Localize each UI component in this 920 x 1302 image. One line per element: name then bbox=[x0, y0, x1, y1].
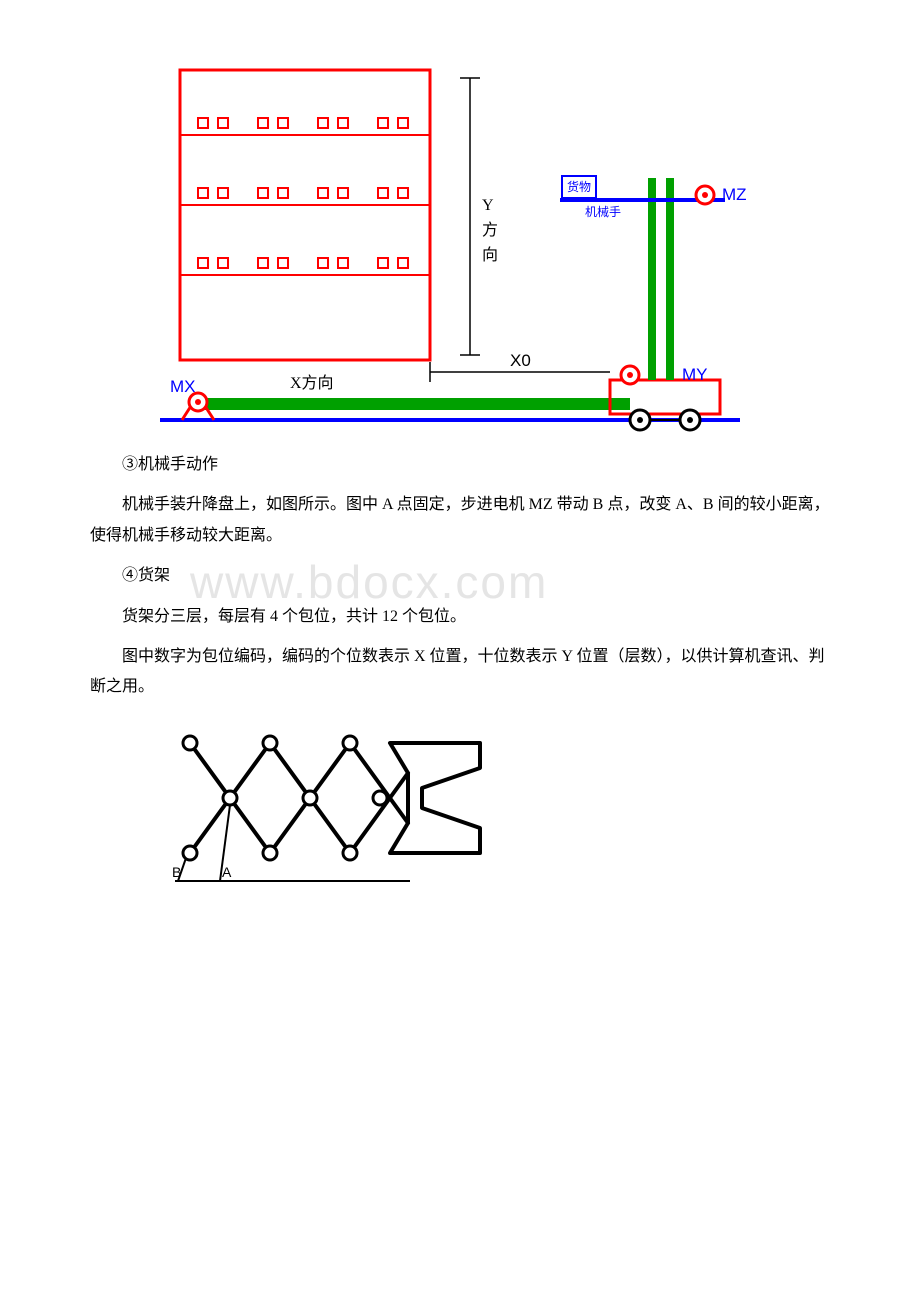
label-a: A bbox=[222, 864, 232, 880]
scissor-hand-diagram: B A bbox=[150, 713, 490, 913]
shelf-outline bbox=[180, 70, 430, 360]
xdir-label: X方向 bbox=[290, 374, 334, 392]
warehouse-svg: 货物 机械手 MZ MY MX X0 X方向 Y 方 向 bbox=[130, 60, 770, 440]
ydir-1: 方 bbox=[482, 221, 498, 239]
mz-label: MZ bbox=[722, 185, 747, 204]
my-pulley-dot bbox=[627, 372, 633, 378]
track-bar bbox=[200, 398, 630, 410]
label-b: B bbox=[172, 864, 181, 880]
para-4-title: ④货架 bbox=[90, 561, 830, 591]
para-3-body: 机械手装升降盘上，如图所示。图中 A 点固定，步进电机 MZ 带动 B 点，改变… bbox=[90, 490, 830, 551]
mz-pulley-dot bbox=[702, 192, 708, 198]
cargo-label: 货物 bbox=[567, 179, 591, 194]
gripper bbox=[390, 743, 480, 853]
my-label: MY bbox=[682, 365, 708, 384]
para-5: 图中数字为包位编码，编码的个位数表示 X 位置，十位数表示 Y 位置（层数），以… bbox=[90, 642, 830, 703]
ydir-y: Y bbox=[482, 197, 494, 214]
mast-1 bbox=[648, 178, 656, 380]
scissor-svg: B A bbox=[150, 713, 490, 913]
para-4-body: 货架分三层，每层有 4 个包位，共计 12 个包位。 bbox=[90, 602, 830, 632]
wheel-2-dot bbox=[687, 417, 693, 423]
mast-2 bbox=[666, 178, 674, 380]
wheel-1-dot bbox=[637, 417, 643, 423]
mx-pulley-dot bbox=[195, 399, 201, 405]
x0-label: X0 bbox=[510, 351, 531, 370]
ydir-2: 向 bbox=[482, 246, 498, 264]
hand-label: 机械手 bbox=[585, 204, 621, 219]
para-3-title: ③机械手动作 bbox=[90, 450, 830, 480]
warehouse-diagram: 货物 机械手 MZ MY MX X0 X方向 Y 方 向 bbox=[130, 60, 770, 440]
mx-label: MX bbox=[170, 377, 196, 396]
shelf-cells bbox=[198, 118, 408, 268]
